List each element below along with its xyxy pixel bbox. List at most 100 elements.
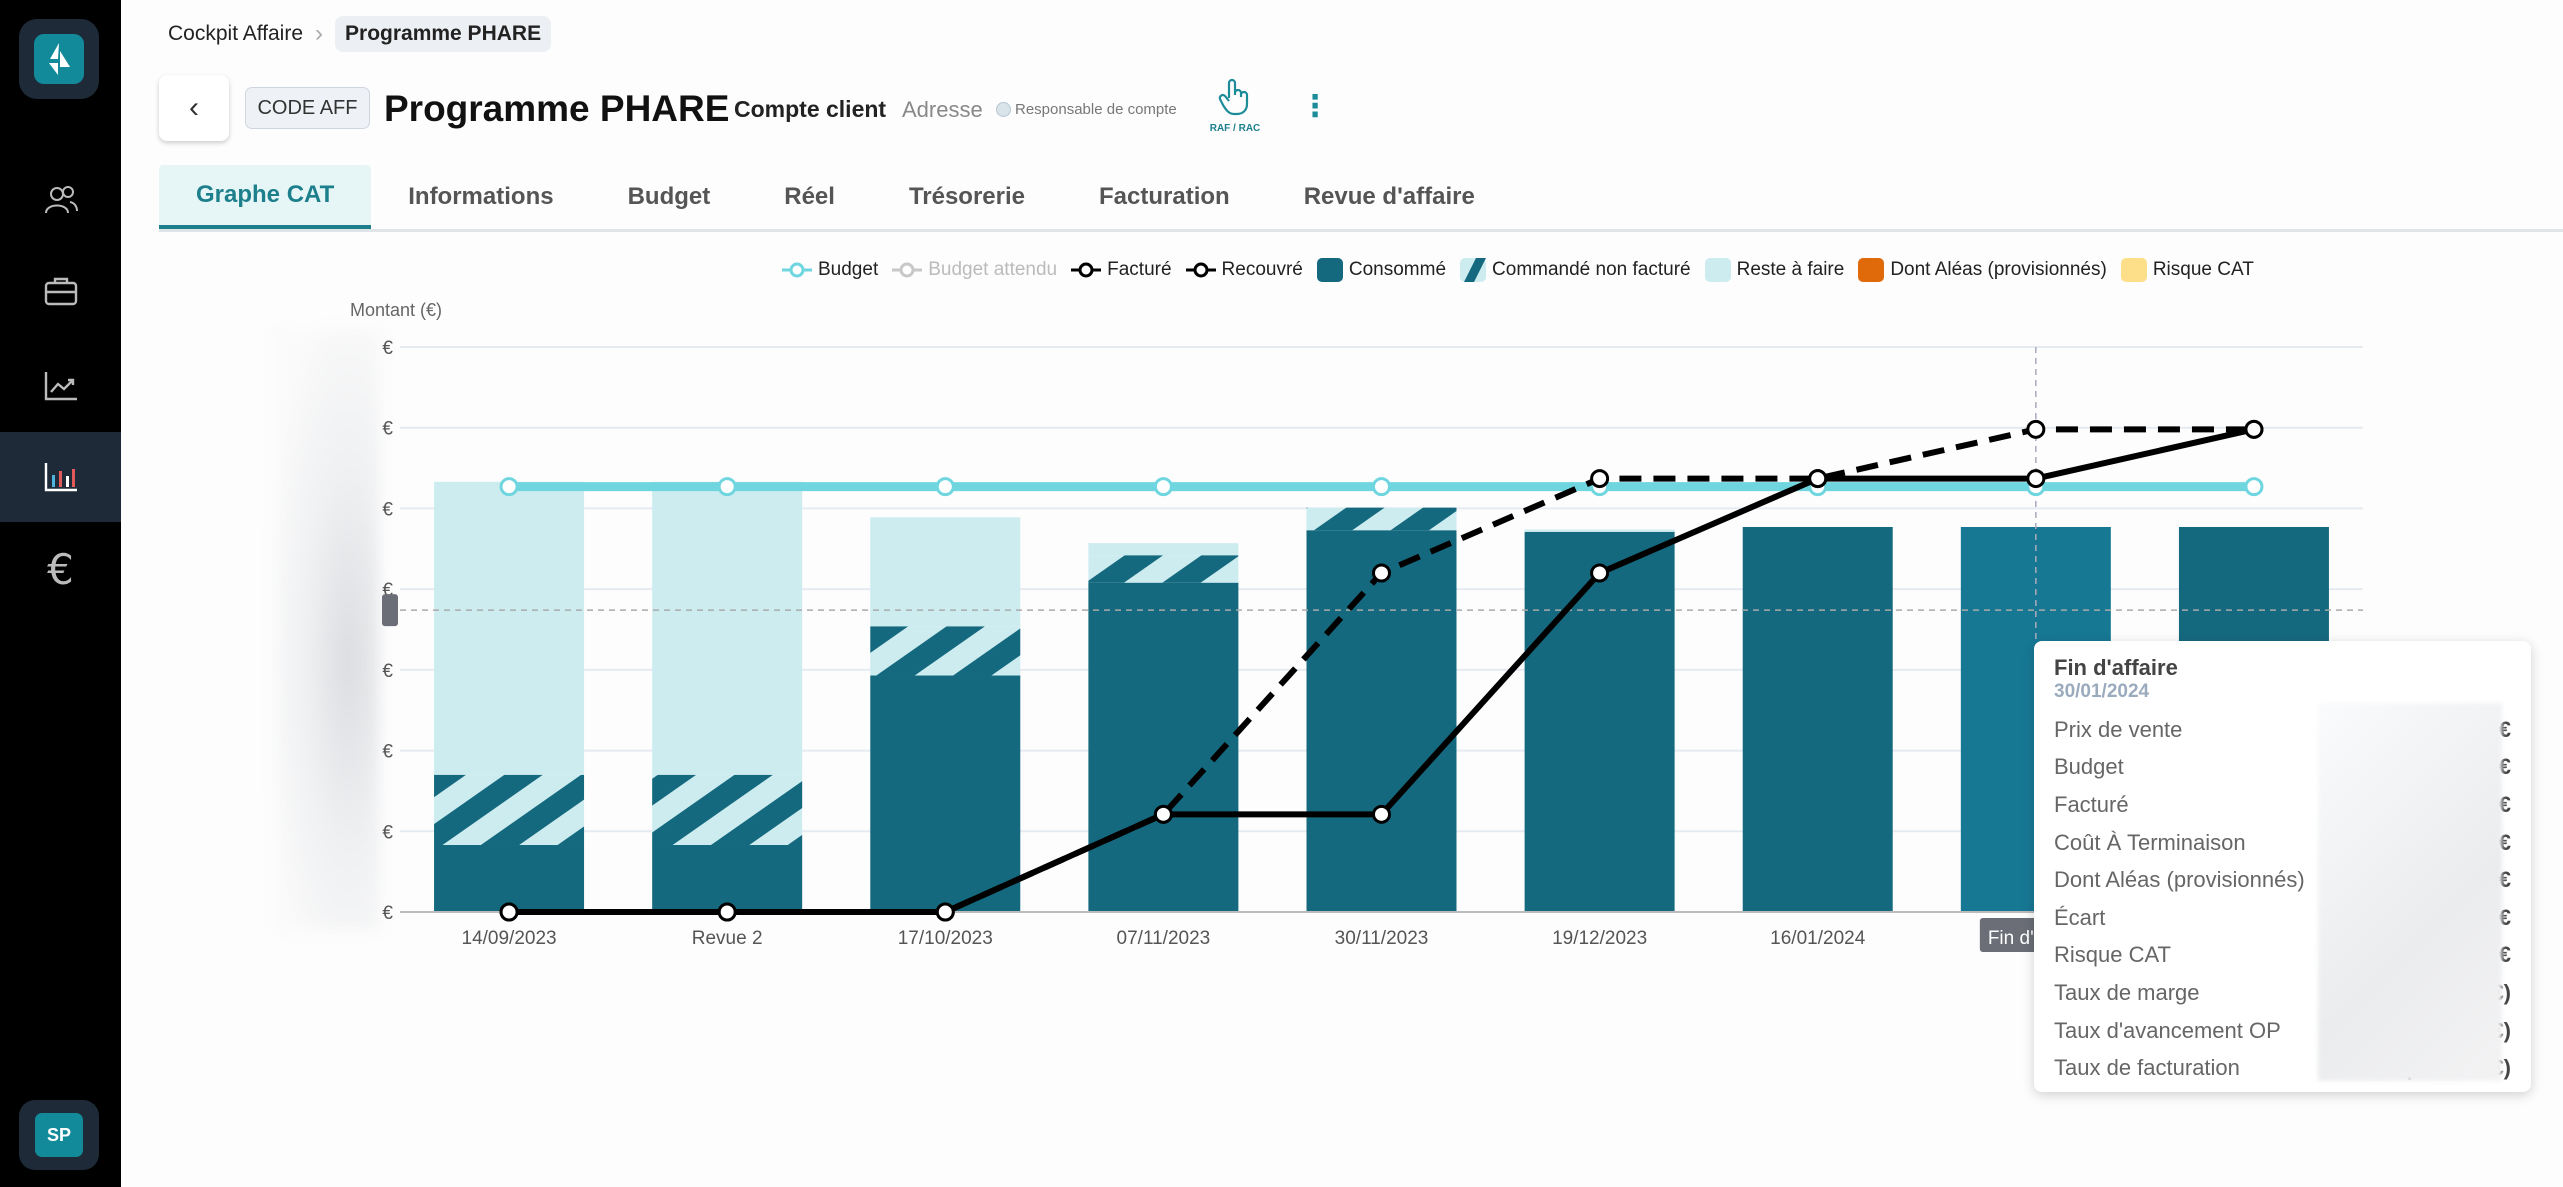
tab-graphe-cat[interactable]: Graphe CAT bbox=[159, 165, 372, 229]
color-swatch-icon bbox=[1858, 258, 1885, 282]
x-tick-label: 16/01/2024 bbox=[1770, 928, 1866, 949]
affair-code-badge: CODE AFF bbox=[245, 87, 370, 129]
color-swatch-icon bbox=[1316, 258, 1343, 282]
legend-item[interactable]: Dont Aléas (provisionnés) bbox=[1858, 258, 2107, 282]
sidebar-item-graph[interactable] bbox=[0, 432, 121, 522]
point-budget bbox=[935, 477, 955, 497]
bar-consomm- bbox=[1742, 526, 1893, 912]
bar-consomm- bbox=[434, 845, 585, 912]
briefcase-icon bbox=[44, 277, 77, 306]
y-tick-label: € bbox=[382, 822, 393, 843]
tab-reel[interactable]: Réel bbox=[784, 183, 835, 210]
bar-consomm- bbox=[1088, 582, 1239, 912]
bar-command-non-factur- bbox=[434, 774, 585, 846]
tab-facturation[interactable]: Facturation bbox=[1099, 183, 1230, 210]
hatch-swatch-icon bbox=[1460, 258, 1487, 282]
legend-label: Reste à faire bbox=[1736, 259, 1845, 280]
legend-label: Dont Aléas (provisionnés) bbox=[1890, 259, 2107, 280]
bar-reste-faire bbox=[1524, 529, 1675, 532]
point-recouvr- bbox=[1590, 563, 1610, 583]
x-tick-label: 17/10/2023 bbox=[898, 928, 993, 949]
bar-consomm- bbox=[870, 675, 1021, 912]
tab-informations[interactable]: Informations bbox=[408, 183, 554, 210]
bar-command-non-factur- bbox=[652, 774, 803, 846]
legend-label: Facturé bbox=[1107, 259, 1172, 280]
chevron-right-icon: › bbox=[315, 20, 324, 47]
line-marker-icon bbox=[892, 262, 923, 278]
point-factur- bbox=[1590, 469, 1610, 489]
point-recouvr- bbox=[499, 902, 519, 922]
user-menu[interactable]: SP bbox=[19, 1100, 99, 1170]
tab-revue-affaire[interactable]: Revue d'affaire bbox=[1303, 183, 1475, 210]
point-recouvr- bbox=[2026, 469, 2046, 489]
tooltip-row: Prix de vente € bbox=[2054, 711, 2511, 749]
address: Adresse bbox=[902, 97, 983, 122]
raf-rac-button[interactable]: RAF / RAC bbox=[1205, 78, 1265, 134]
bar-reste-faire bbox=[1088, 543, 1239, 556]
tooltip-row-label: Dont Aléas (provisionnés) bbox=[2054, 867, 2305, 893]
legend-item[interactable]: Reste à faire bbox=[1704, 258, 1845, 282]
legend-item[interactable]: Recouvré bbox=[1185, 259, 1303, 281]
legend-item[interactable]: Risque CAT bbox=[2120, 258, 2254, 282]
breadcrumb-parent[interactable]: Cockpit Affaire bbox=[168, 22, 304, 45]
legend-item[interactable]: Budget bbox=[782, 259, 878, 281]
legend-label: Commandé non facturé bbox=[1492, 259, 1691, 280]
trend-chart-icon bbox=[44, 372, 77, 401]
breadcrumb: Cockpit Affaire › Programme PHARE bbox=[168, 16, 552, 52]
legend-label: Risque CAT bbox=[2152, 259, 2254, 280]
euro-icon: € bbox=[47, 544, 74, 594]
legend-item[interactable]: Facturé bbox=[1071, 259, 1172, 281]
point-budget bbox=[717, 477, 737, 497]
tab-tresorerie[interactable]: Trésorerie bbox=[908, 183, 1026, 210]
app-logo[interactable] bbox=[19, 19, 99, 99]
y-tick-label: € bbox=[382, 580, 393, 601]
bar-reste-faire bbox=[652, 481, 803, 775]
tooltip-row-label: Budget bbox=[2054, 754, 2124, 780]
chart-tooltip: Fin d'affaire 30/01/2024 Prix de vente € B… bbox=[2034, 641, 2531, 1092]
back-button[interactable]: ‹ bbox=[159, 75, 229, 141]
point-recouvr- bbox=[2244, 419, 2264, 439]
bar-command-non-factur- bbox=[1306, 507, 1457, 531]
tooltip-row-label: Écart bbox=[2054, 904, 2106, 930]
chevron-left-icon: ‹ bbox=[189, 91, 199, 124]
legend-item[interactable]: Commandé non facturé bbox=[1460, 258, 1691, 282]
legend-label: Recouvré bbox=[1221, 259, 1303, 280]
tooltip-row-label: Facturé bbox=[2054, 791, 2129, 817]
tooltip-row: Coût À Terminaison € bbox=[2054, 824, 2511, 862]
tab-budget[interactable]: Budget bbox=[627, 183, 711, 210]
tooltip-row-label: Taux de marge bbox=[2054, 979, 2200, 1005]
client-account: Compte client bbox=[734, 96, 887, 122]
legend-label: Budget bbox=[818, 259, 879, 280]
sidebar-item-finance[interactable]: € bbox=[0, 524, 121, 614]
point-factur- bbox=[1372, 563, 1391, 583]
redacted-y-values bbox=[275, 330, 380, 930]
more-options-icon[interactable]: ⋮ bbox=[1300, 90, 1330, 123]
hand-pointer-icon bbox=[1218, 78, 1249, 116]
tooltip-row-label: Taux de facturation bbox=[2054, 1055, 2240, 1081]
bar-consomm- bbox=[652, 845, 803, 912]
x-tick-label: Revue 2 bbox=[692, 928, 763, 949]
y-tick-label: € bbox=[382, 419, 393, 440]
tooltip-row-label: Coût À Terminaison bbox=[2054, 829, 2246, 855]
x-tick-label: 14/09/2023 bbox=[462, 928, 557, 949]
point-factur- bbox=[2026, 419, 2046, 439]
sidebar-item-users[interactable] bbox=[0, 155, 121, 245]
legend-label: Budget attendu bbox=[928, 259, 1058, 280]
breadcrumb-current: Programme PHARE bbox=[335, 16, 552, 52]
color-swatch-icon bbox=[2120, 258, 2147, 282]
tooltip-row-label: Prix de vente bbox=[2054, 716, 2183, 742]
tooltip-row-label: Risque CAT bbox=[2054, 942, 2171, 968]
logo-icon bbox=[49, 43, 70, 75]
y-tick-label: € bbox=[382, 338, 393, 359]
account-manager-label: Responsable de compte bbox=[1015, 101, 1177, 118]
sidebar-item-trends[interactable] bbox=[0, 341, 121, 431]
tooltip-row: Budget € bbox=[2054, 749, 2511, 787]
color-swatch-icon bbox=[1704, 258, 1731, 282]
legend-item[interactable]: Budget attendu bbox=[892, 259, 1057, 281]
legend-item[interactable]: Consommé bbox=[1316, 258, 1446, 282]
sidebar-item-affairs[interactable] bbox=[0, 246, 121, 336]
bar-consomm- bbox=[1524, 531, 1675, 912]
account-manager: Responsable de compte bbox=[996, 101, 1177, 118]
bar-command-non-factur- bbox=[1088, 555, 1239, 583]
avatar[interactable]: SP bbox=[35, 1113, 83, 1157]
